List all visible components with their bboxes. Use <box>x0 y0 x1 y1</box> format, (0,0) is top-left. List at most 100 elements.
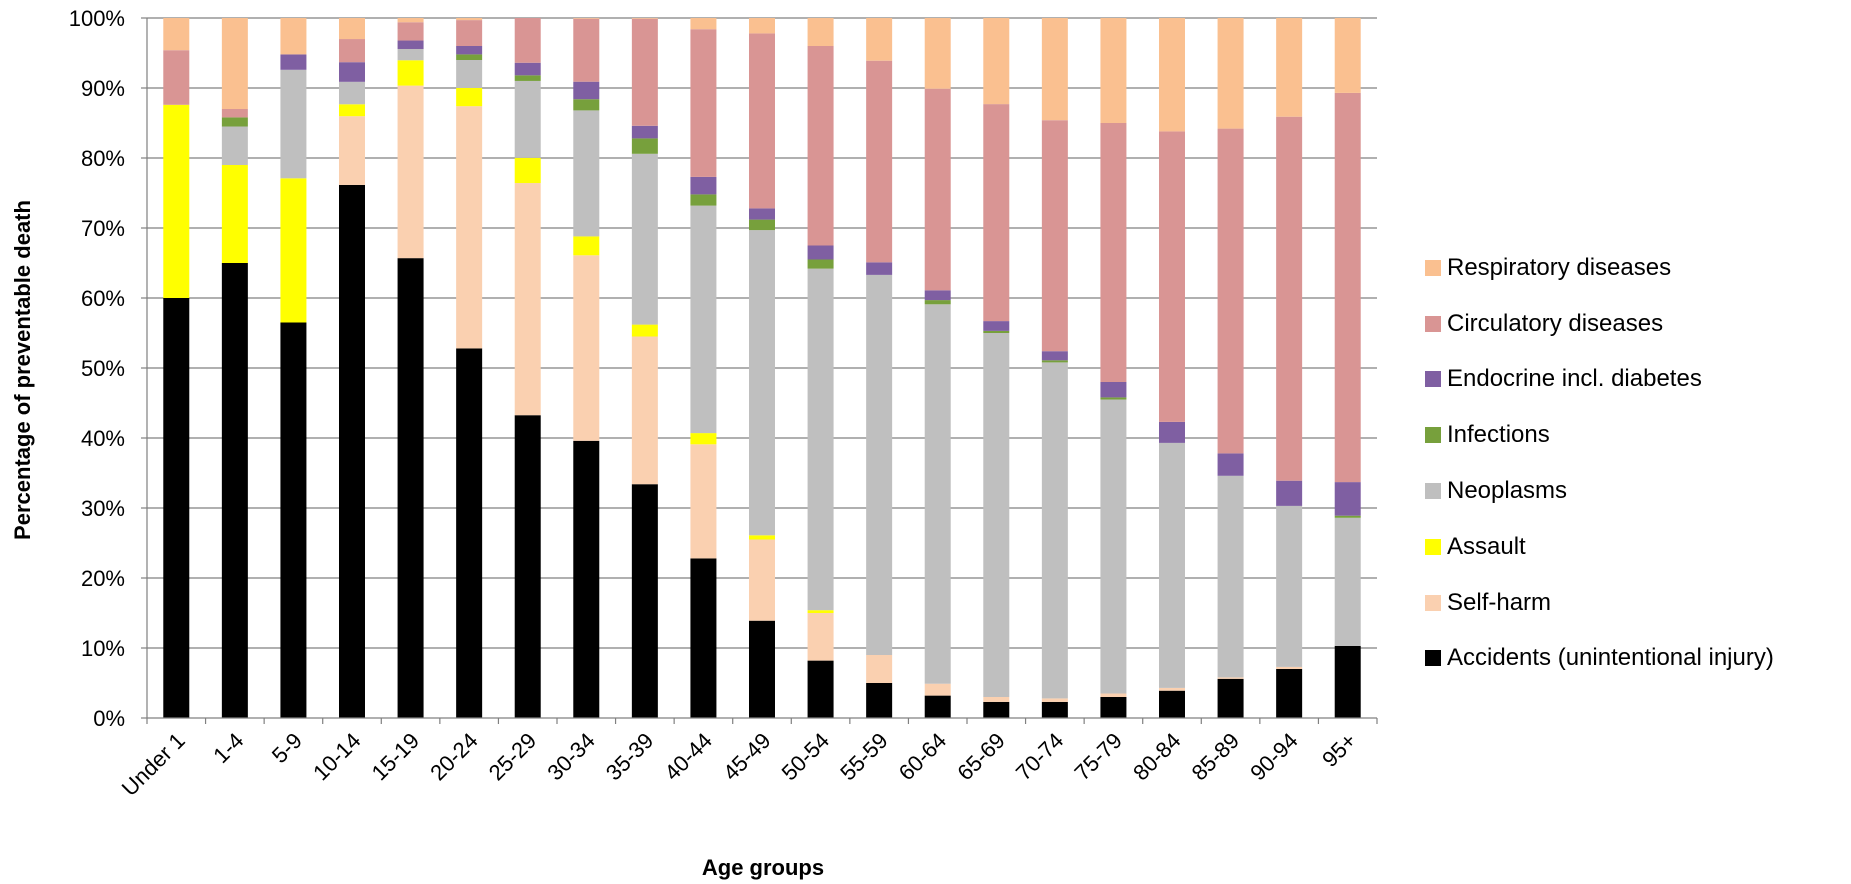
bar-stack <box>456 18 483 718</box>
bar-segment <box>573 440 600 718</box>
bar-segment <box>807 46 834 246</box>
legend: Respiratory diseases Circulatory diseases… <box>1425 240 1845 686</box>
bar-segment <box>1100 382 1127 398</box>
bar-segment <box>1159 687 1185 691</box>
bar-segment <box>339 81 365 105</box>
bar-stack <box>1100 18 1127 718</box>
bar-segment <box>749 230 775 536</box>
bar-segment <box>397 48 424 61</box>
legend-swatch <box>1425 315 1441 332</box>
bar-segment <box>631 336 658 485</box>
bar-segment <box>866 274 893 655</box>
bar-segment <box>749 18 775 34</box>
bar-segment <box>339 62 365 82</box>
bar-segment <box>163 18 190 51</box>
bar-segment <box>221 117 248 127</box>
bar-segment <box>221 109 248 118</box>
bar-segment <box>983 104 1010 322</box>
y-tick-label: 80% <box>81 146 125 171</box>
x-tick-label: 25-29 <box>484 728 541 785</box>
legend-swatch <box>1425 483 1441 500</box>
bar-stack <box>631 18 658 718</box>
bar-segment <box>1334 482 1361 516</box>
bar-segment <box>866 655 893 683</box>
bar-segment <box>1276 666 1303 669</box>
x-tick-label: 50-54 <box>777 728 834 785</box>
bar-segment <box>807 18 834 46</box>
x-tick-label: 90-94 <box>1245 728 1302 785</box>
bar-segment <box>397 40 424 49</box>
bar-segment <box>983 701 1010 718</box>
bar-segment <box>1041 360 1068 363</box>
bar-segment <box>514 18 541 63</box>
bar-segment <box>807 660 834 718</box>
bar-segment <box>807 245 834 260</box>
legend-swatch <box>1425 594 1441 611</box>
bar-segment <box>631 324 658 337</box>
bar-segment <box>514 62 541 76</box>
bar-segment <box>339 18 365 40</box>
bar-segment <box>397 85 424 259</box>
bar-segment <box>631 18 658 126</box>
legend-swatch <box>1425 650 1441 667</box>
bar-stack <box>690 18 717 718</box>
bar-segment <box>1217 128 1244 454</box>
bar-segment <box>221 126 248 165</box>
x-tick-label: 45-49 <box>718 728 775 785</box>
bar-stack <box>339 18 365 719</box>
bar-segment <box>631 153 658 325</box>
bar-segment <box>749 33 775 209</box>
bar-segment <box>690 558 717 718</box>
bar-segment <box>807 613 834 661</box>
legend-label: Accidents (unintentional injury) <box>1447 644 1774 672</box>
bar-segment <box>280 18 307 55</box>
bar-segment <box>1100 693 1127 697</box>
bar-segment <box>983 330 1010 333</box>
y-tick-label: 50% <box>81 356 125 381</box>
bar-segment <box>983 333 1010 697</box>
bar-segment <box>397 18 424 23</box>
bar-segment <box>1217 677 1244 679</box>
bar-segment <box>456 20 483 46</box>
bar-segment <box>163 298 190 718</box>
legend-label: Neoplasms <box>1447 477 1568 505</box>
bar-segment <box>1100 397 1127 400</box>
bar-segment <box>1334 18 1361 93</box>
bar-segment <box>163 104 190 298</box>
bar-segment <box>456 88 483 107</box>
legend-swatch <box>1425 427 1441 444</box>
y-tick-label: 0% <box>93 706 125 731</box>
bar-stack <box>221 18 248 718</box>
bar-segment <box>1334 515 1361 518</box>
bar-segment <box>690 205 717 434</box>
bar-segment <box>573 81 600 100</box>
bar-stack <box>983 18 1010 718</box>
y-tick-label: 30% <box>81 496 125 521</box>
x-tick-label: 80-84 <box>1128 728 1185 785</box>
bar-segment <box>280 69 307 179</box>
x-axis-title: Age groups <box>702 855 824 880</box>
bar-segment <box>807 610 834 613</box>
bar-stack <box>514 18 541 718</box>
bar-segment <box>573 18 600 82</box>
bar-segment <box>397 22 424 41</box>
bar-segment <box>1100 123 1127 382</box>
bar-segment <box>280 54 307 70</box>
bar-stack <box>1276 18 1303 718</box>
x-tick-label: 20-24 <box>425 728 482 785</box>
bar-segment <box>807 268 834 611</box>
bar-segment <box>163 50 190 105</box>
bar-segment <box>924 683 951 696</box>
legend-item: Self-harm <box>1425 575 1845 631</box>
x-tick-label: 10-14 <box>308 728 365 785</box>
legend-item: Infections <box>1425 407 1845 463</box>
legend-item: Neoplasms <box>1425 463 1845 519</box>
x-tick-label: 15-19 <box>367 728 424 785</box>
bar-segment <box>1159 690 1185 718</box>
bar-segment <box>514 157 541 184</box>
x-tick-label: 95+ <box>1317 728 1361 772</box>
x-tick-label: 40-44 <box>659 728 716 785</box>
bar-segment <box>1041 351 1068 361</box>
bar-segment <box>749 539 775 621</box>
legend-label: Infections <box>1447 421 1550 449</box>
